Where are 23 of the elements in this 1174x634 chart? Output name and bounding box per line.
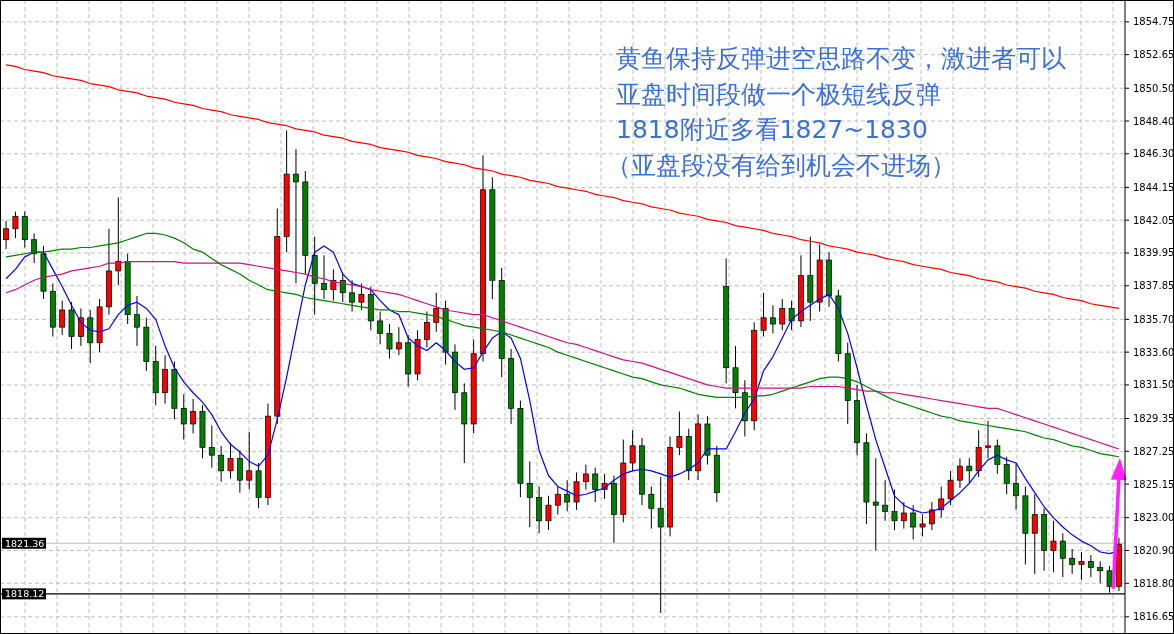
y-tick-label: 1846.30 [1133,148,1174,160]
y-tick-label: 1820.90 [1133,544,1174,556]
y-tick-label: 1850.50 [1133,82,1174,94]
y-tick-label: 1827.25 [1133,445,1174,457]
y-tick-label: 1833.60 [1133,346,1174,358]
annotation: （亚盘段没有给到机会不进场） [606,150,956,180]
y-tick-label: 1854.75 [1133,16,1174,28]
y-tick-label: 1831.50 [1133,379,1174,391]
annotation: 1818附近多看1827~1830 [616,115,928,144]
y-tick-label: 1852.65 [1133,49,1174,61]
annotation: 亚盘时间段做一个极短线反弹 [616,79,941,109]
y-tick-label: 1816.65 [1133,611,1174,623]
y-tick-label: 1818.80 [1133,577,1174,589]
y-tick-label: 1823.00 [1133,512,1174,524]
y-tick-label: 1839.95 [1133,247,1174,259]
y-tick-label: 1848.40 [1133,115,1174,127]
annotation: 黄鱼保持反弹进空思路不变，激进者可以 [616,44,1066,73]
y-tick-label: 1829.35 [1133,413,1174,424]
y-tick-label: 1842.05 [1133,214,1174,226]
y-tick-label: 1837.85 [1133,280,1174,292]
y-tick-label: 1825.15 [1133,478,1174,490]
y-tick-label: 1844.15 [1133,181,1174,193]
y-tick-label: 1835.70 [1133,313,1174,325]
